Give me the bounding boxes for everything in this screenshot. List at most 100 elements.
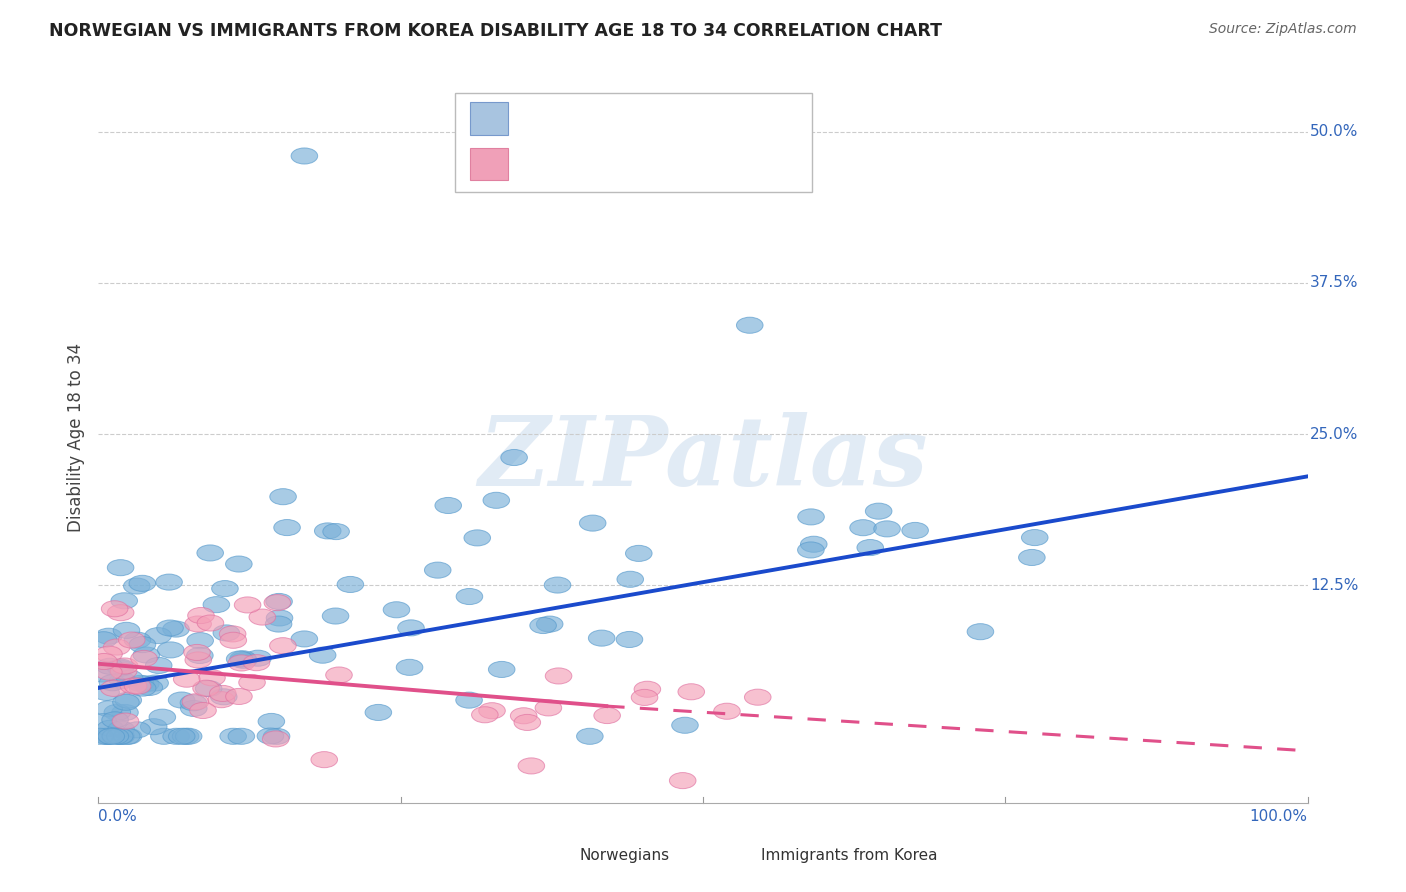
Text: ZIPatlas: ZIPatlas <box>478 412 928 506</box>
Ellipse shape <box>110 663 136 679</box>
Ellipse shape <box>89 666 115 682</box>
Ellipse shape <box>163 621 190 637</box>
Ellipse shape <box>270 638 297 654</box>
Ellipse shape <box>264 595 291 611</box>
Ellipse shape <box>263 731 290 747</box>
Ellipse shape <box>669 772 696 789</box>
Text: 50.0%: 50.0% <box>1310 124 1358 139</box>
Ellipse shape <box>873 521 900 537</box>
Ellipse shape <box>187 607 214 624</box>
Ellipse shape <box>129 680 156 696</box>
Ellipse shape <box>515 714 540 731</box>
Ellipse shape <box>149 709 176 725</box>
Ellipse shape <box>634 681 661 698</box>
Ellipse shape <box>576 728 603 744</box>
Ellipse shape <box>219 626 246 642</box>
Ellipse shape <box>96 701 122 717</box>
Ellipse shape <box>311 752 337 768</box>
Ellipse shape <box>291 148 318 164</box>
Ellipse shape <box>190 702 217 719</box>
Text: R =  0.332: R = 0.332 <box>520 110 609 128</box>
Ellipse shape <box>214 625 239 641</box>
Ellipse shape <box>259 714 284 730</box>
Ellipse shape <box>124 722 150 738</box>
Ellipse shape <box>384 602 409 618</box>
Ellipse shape <box>536 700 561 716</box>
Ellipse shape <box>112 694 139 710</box>
Ellipse shape <box>744 690 770 706</box>
Ellipse shape <box>97 720 124 736</box>
Text: 12.5%: 12.5% <box>1310 578 1358 592</box>
Ellipse shape <box>235 597 262 613</box>
Ellipse shape <box>229 651 256 667</box>
Ellipse shape <box>169 728 195 744</box>
Text: 0.0%: 0.0% <box>98 809 138 824</box>
Text: 100.0%: 100.0% <box>1250 809 1308 824</box>
Ellipse shape <box>396 659 423 675</box>
Ellipse shape <box>108 721 135 737</box>
Ellipse shape <box>517 758 544 774</box>
Ellipse shape <box>90 714 117 730</box>
Ellipse shape <box>849 520 876 536</box>
Ellipse shape <box>163 728 190 744</box>
Ellipse shape <box>124 632 150 648</box>
Ellipse shape <box>270 489 297 505</box>
Ellipse shape <box>901 523 928 539</box>
Ellipse shape <box>107 660 134 676</box>
Ellipse shape <box>1021 530 1047 546</box>
Ellipse shape <box>249 609 276 625</box>
Ellipse shape <box>96 664 122 680</box>
Ellipse shape <box>263 728 290 744</box>
Ellipse shape <box>551 851 576 860</box>
Ellipse shape <box>124 578 150 594</box>
Ellipse shape <box>156 620 183 636</box>
Ellipse shape <box>111 705 138 721</box>
Ellipse shape <box>274 519 301 535</box>
Ellipse shape <box>104 639 129 655</box>
Ellipse shape <box>228 728 254 744</box>
Ellipse shape <box>616 632 643 648</box>
Ellipse shape <box>97 658 124 674</box>
Ellipse shape <box>107 659 134 675</box>
Ellipse shape <box>478 703 505 719</box>
Ellipse shape <box>104 705 131 721</box>
Ellipse shape <box>456 589 482 605</box>
Ellipse shape <box>150 728 177 744</box>
Ellipse shape <box>100 674 125 690</box>
Ellipse shape <box>87 728 114 744</box>
Ellipse shape <box>434 498 461 514</box>
Text: 25.0%: 25.0% <box>1310 426 1358 442</box>
Ellipse shape <box>546 668 572 684</box>
Ellipse shape <box>245 650 271 666</box>
Ellipse shape <box>93 684 120 700</box>
Ellipse shape <box>626 545 652 561</box>
Ellipse shape <box>101 712 128 728</box>
Ellipse shape <box>180 700 207 716</box>
Ellipse shape <box>127 675 153 691</box>
Ellipse shape <box>107 559 134 575</box>
Ellipse shape <box>398 620 425 636</box>
Ellipse shape <box>120 678 146 694</box>
Ellipse shape <box>579 515 606 531</box>
Ellipse shape <box>737 318 763 334</box>
Ellipse shape <box>672 717 699 733</box>
Ellipse shape <box>114 728 141 744</box>
Ellipse shape <box>967 624 994 640</box>
Text: N = 124: N = 124 <box>630 110 697 128</box>
Ellipse shape <box>118 632 145 648</box>
Text: R = -0.343: R = -0.343 <box>520 155 610 173</box>
Ellipse shape <box>456 692 482 708</box>
Ellipse shape <box>156 574 183 591</box>
Ellipse shape <box>231 652 257 668</box>
Ellipse shape <box>183 694 208 710</box>
Ellipse shape <box>797 508 824 525</box>
FancyBboxPatch shape <box>470 103 509 135</box>
Ellipse shape <box>107 605 134 621</box>
Ellipse shape <box>197 615 224 631</box>
Ellipse shape <box>266 593 292 609</box>
Ellipse shape <box>176 728 202 744</box>
Ellipse shape <box>145 657 172 673</box>
Ellipse shape <box>464 530 491 546</box>
Ellipse shape <box>132 676 159 692</box>
Ellipse shape <box>186 652 211 668</box>
